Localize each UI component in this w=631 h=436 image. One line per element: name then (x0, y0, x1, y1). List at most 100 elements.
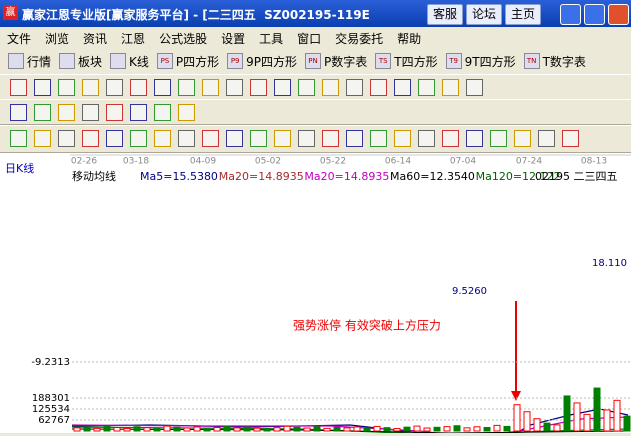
tool-icon[interactable] (442, 79, 459, 96)
volume-bar (183, 427, 191, 432)
volume-bar (383, 427, 391, 432)
tool-icon[interactable] (58, 104, 75, 121)
tool-icon[interactable] (130, 130, 147, 147)
tool-icon[interactable] (58, 79, 75, 96)
volume-bar (203, 427, 211, 432)
menu-item[interactable]: 资讯 (83, 31, 108, 46)
volume-bar (213, 426, 221, 432)
date-label: 06-14 (385, 157, 411, 167)
volume-bar (533, 418, 541, 432)
volume-bar (153, 427, 161, 432)
menu-item[interactable]: 浏览 (45, 31, 70, 46)
toolbar-button[interactable]: K线 (110, 53, 149, 70)
volume-bar (473, 426, 481, 432)
tool-icon[interactable] (106, 130, 123, 147)
tool-icon[interactable] (370, 79, 387, 96)
tool-icon[interactable] (346, 130, 363, 147)
icon-toolbar (0, 99, 631, 125)
volume-bar (613, 399, 621, 432)
volume-tick-label: 188301 (32, 393, 70, 404)
toolbar-button[interactable]: 行情 (8, 53, 51, 70)
toolbar-button[interactable]: TN T数字表 (523, 53, 586, 70)
menu-item[interactable]: 文件 (7, 31, 32, 46)
menu-item[interactable]: 帮助 (397, 31, 422, 46)
tool-icon[interactable] (130, 79, 147, 96)
tool-icon[interactable] (106, 79, 123, 96)
toolbar-button[interactable]: P9 9P四方形 (227, 53, 297, 70)
tool-icon[interactable] (10, 104, 27, 121)
tool-icon[interactable] (562, 130, 579, 147)
volume-bar (563, 395, 571, 432)
tool-icon[interactable] (10, 130, 27, 147)
service-button[interactable]: 客服 (427, 4, 463, 25)
tool-icon[interactable] (346, 79, 363, 96)
tool-icon[interactable] (34, 130, 51, 147)
minimize-button[interactable] (560, 4, 581, 25)
level-label: -9.2313 (31, 357, 70, 368)
tool-icon[interactable] (418, 79, 435, 96)
tool-icon[interactable] (274, 79, 291, 96)
tool-icon[interactable] (58, 130, 75, 147)
tool-icon[interactable] (202, 79, 219, 96)
tool-icon[interactable] (250, 130, 267, 147)
tool-icon[interactable] (202, 130, 219, 147)
tool-icon[interactable] (226, 130, 243, 147)
tool-icon[interactable] (250, 79, 267, 96)
tool-icon[interactable] (370, 130, 387, 147)
forum-button[interactable]: 论坛 (466, 4, 502, 25)
menu-item[interactable]: 交易委托 (335, 31, 384, 46)
tool-icon[interactable] (418, 130, 435, 147)
app-icon: 赢 (3, 5, 18, 20)
tool-icon[interactable] (442, 130, 459, 147)
menu-item[interactable]: 窗口 (297, 31, 322, 46)
tool-icon[interactable] (106, 104, 123, 121)
tool-icon[interactable] (130, 104, 147, 121)
tool-icon[interactable] (10, 79, 27, 96)
menu-item[interactable]: 公式选股 (159, 31, 208, 46)
toolbar-icon: PN (305, 53, 322, 69)
volume-bar (623, 415, 631, 432)
tool-icon[interactable] (178, 130, 195, 147)
maximize-button[interactable] (584, 4, 605, 25)
close-button[interactable] (608, 4, 629, 25)
home-button[interactable]: 主页 (505, 4, 541, 25)
tool-icon[interactable] (154, 130, 171, 147)
tool-icon[interactable] (466, 130, 483, 147)
toolbar-button[interactable]: TS T四方形 (375, 53, 438, 70)
tool-icon[interactable] (154, 79, 171, 96)
tool-icon[interactable] (298, 79, 315, 96)
menu-item[interactable]: 工具 (259, 31, 284, 46)
menu-item[interactable]: 江恩 (121, 31, 146, 46)
tool-icon[interactable] (514, 130, 531, 147)
toolbar-button[interactable]: 板块 (59, 53, 102, 70)
tool-icon[interactable] (178, 79, 195, 96)
tool-icon[interactable] (274, 130, 291, 147)
tool-icon[interactable] (322, 79, 339, 96)
volume-bar (163, 425, 171, 432)
tool-icon[interactable] (394, 130, 411, 147)
tool-icon[interactable] (34, 104, 51, 121)
tool-icon[interactable] (298, 130, 315, 147)
toolbar-button[interactable]: PS P四方形 (156, 53, 219, 70)
tool-icon[interactable] (82, 130, 99, 147)
toolbar-button[interactable]: PN P数字表 (305, 53, 367, 70)
tool-icon[interactable] (226, 79, 243, 96)
volume-bar (553, 424, 561, 432)
tool-icon[interactable] (178, 104, 195, 121)
toolbar-label: T数字表 (542, 54, 586, 69)
menu-item[interactable]: 设置 (221, 31, 246, 46)
arrow-head (511, 391, 521, 401)
tool-icon[interactable] (154, 104, 171, 121)
volume-bar (363, 427, 371, 432)
volume-bar (353, 426, 361, 432)
tool-icon[interactable] (394, 79, 411, 96)
toolbar-button[interactable]: T9 9T四方形 (445, 53, 516, 70)
tool-icon[interactable] (538, 130, 555, 147)
tool-icon[interactable] (466, 79, 483, 96)
tool-icon[interactable] (82, 104, 99, 121)
tool-icon[interactable] (490, 130, 507, 147)
tool-icon[interactable] (82, 79, 99, 96)
tool-icon[interactable] (34, 79, 51, 96)
toolbar-icon: PS (156, 53, 173, 69)
tool-icon[interactable] (322, 130, 339, 147)
